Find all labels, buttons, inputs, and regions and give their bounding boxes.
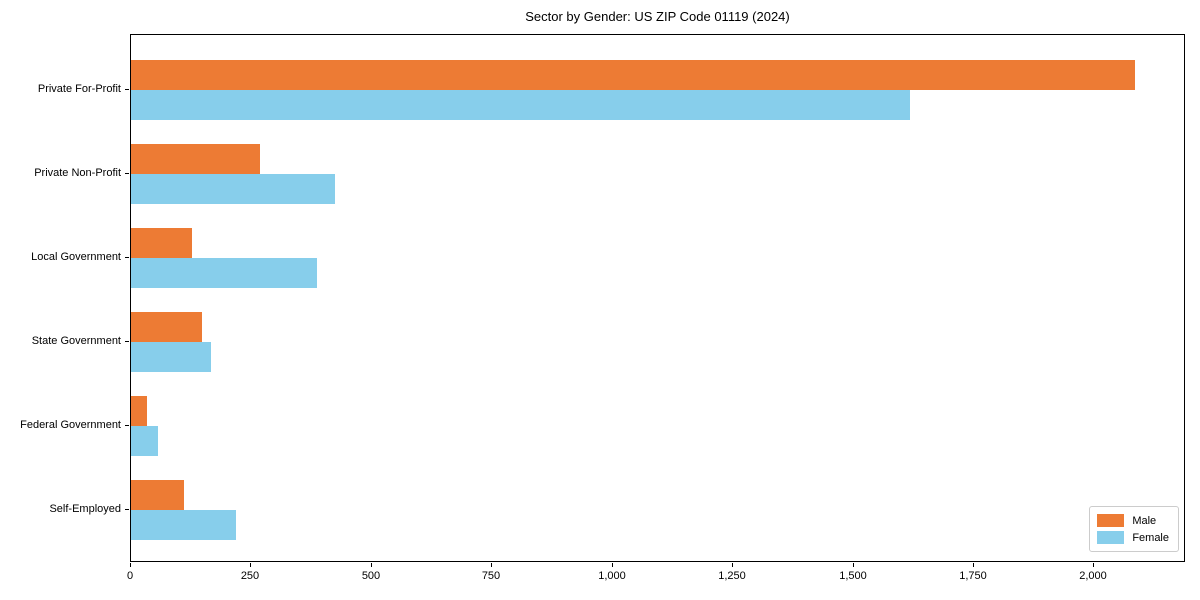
ytick-mark-local-government bbox=[125, 257, 129, 258]
male-legend-label: Male bbox=[1132, 514, 1157, 527]
ytick-label-private-non-profit: Private Non-Profit bbox=[34, 167, 121, 179]
xtick-mark-250 bbox=[250, 563, 251, 567]
ytick-label-local-government: Local Government bbox=[31, 251, 121, 263]
xtick-mark-1750 bbox=[973, 563, 974, 567]
bar-male-federal-government bbox=[131, 396, 147, 426]
ytick-mark-private-for-profit bbox=[125, 89, 129, 90]
xtick-label-2000: 2,000 bbox=[1079, 570, 1107, 582]
ytick-mark-private-non-profit bbox=[125, 173, 129, 174]
female-legend-swatch bbox=[1097, 531, 1125, 544]
ytick-mark-federal-government bbox=[125, 425, 129, 426]
xtick-label-0: 0 bbox=[126, 570, 134, 582]
bar-male-state-government bbox=[131, 312, 202, 342]
bar-female-local-government bbox=[131, 258, 317, 288]
xtick-mark-1500 bbox=[853, 563, 854, 567]
xtick-mark-0 bbox=[130, 563, 131, 567]
xtick-label-1000: 1,000 bbox=[598, 570, 626, 582]
ytick-label-self-employed: Self-Employed bbox=[49, 503, 121, 515]
xtick-label-1500: 1,500 bbox=[839, 570, 867, 582]
xtick-mark-1000 bbox=[612, 563, 613, 567]
female-legend-label: Female bbox=[1132, 531, 1169, 544]
bar-female-private-non-profit bbox=[131, 174, 335, 204]
male-legend-swatch bbox=[1097, 514, 1125, 527]
bar-male-self-employed bbox=[131, 480, 184, 510]
plot-area: Male Female bbox=[130, 34, 1185, 562]
xtick-mark-2000 bbox=[1093, 563, 1094, 567]
legend: Male Female bbox=[1089, 506, 1179, 552]
bar-male-private-non-profit bbox=[131, 144, 260, 174]
bar-male-private-for-profit bbox=[131, 60, 1135, 90]
ytick-mark-self-employed bbox=[125, 509, 129, 510]
xtick-label-1250: 1,250 bbox=[718, 570, 746, 582]
legend-entry-male: Male bbox=[1097, 512, 1169, 529]
bar-male-local-government bbox=[131, 228, 192, 258]
bar-female-self-employed bbox=[131, 510, 236, 540]
ytick-mark-state-government bbox=[125, 341, 129, 342]
chart-title: Sector by Gender: US ZIP Code 01119 (202… bbox=[525, 9, 790, 24]
xtick-mark-750 bbox=[491, 563, 492, 567]
bar-female-private-for-profit bbox=[131, 90, 910, 120]
xtick-mark-500 bbox=[371, 563, 372, 567]
xtick-mark-1250 bbox=[732, 563, 733, 567]
xtick-label-1750: 1,750 bbox=[959, 570, 987, 582]
xtick-label-750: 750 bbox=[481, 570, 501, 582]
bar-female-state-government bbox=[131, 342, 211, 372]
ytick-label-state-government: State Government bbox=[31, 335, 121, 347]
xtick-label-500: 500 bbox=[361, 570, 381, 582]
xtick-label-250: 250 bbox=[240, 570, 260, 582]
legend-entry-female: Female bbox=[1097, 529, 1169, 546]
bar-female-federal-government bbox=[131, 426, 158, 456]
ytick-label-private-for-profit: Private For-Profit bbox=[37, 83, 121, 95]
ytick-label-federal-government: Federal Government bbox=[20, 419, 121, 431]
